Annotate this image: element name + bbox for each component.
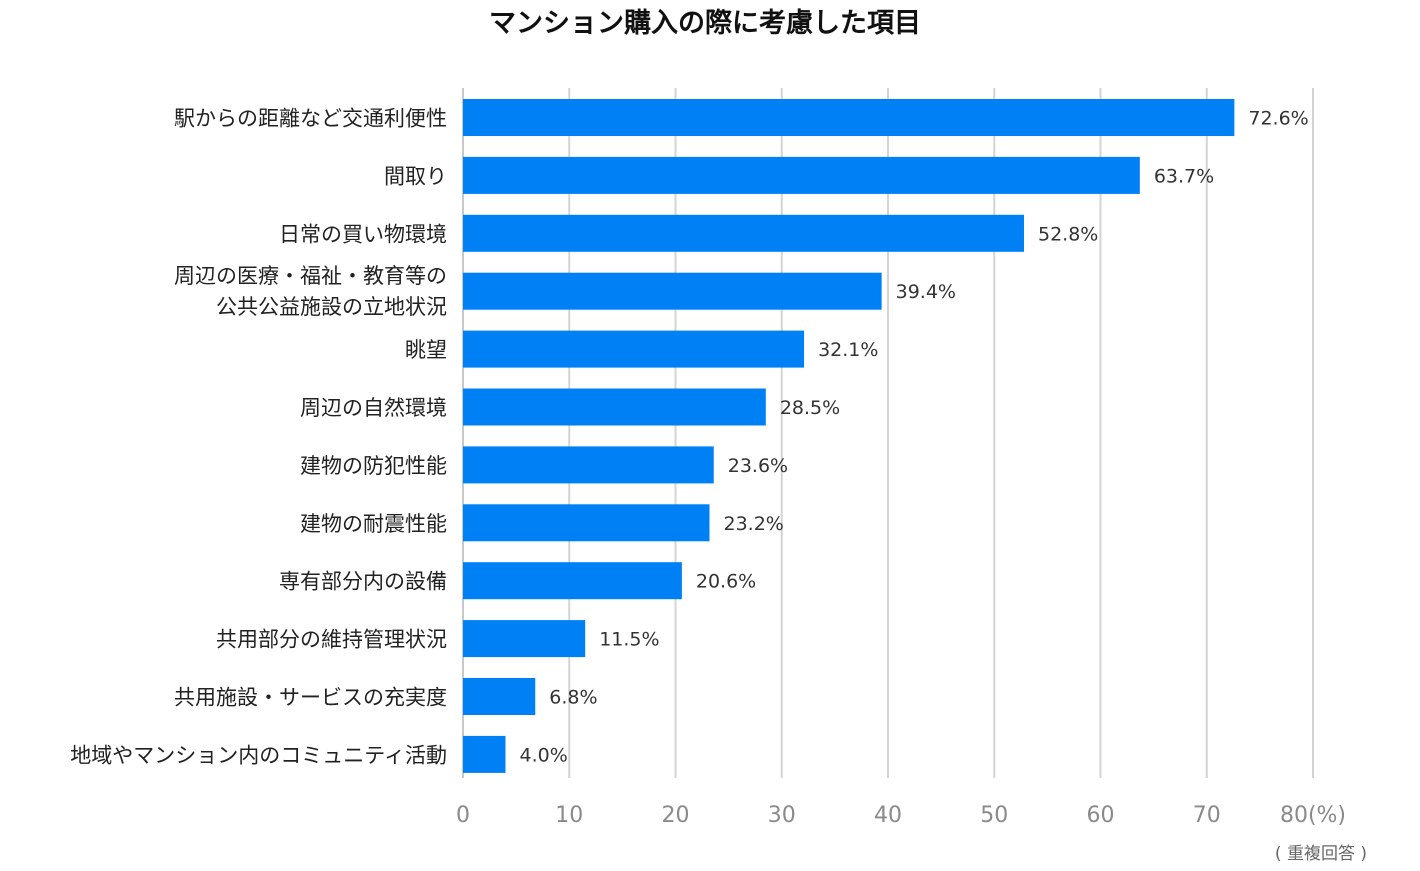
bar xyxy=(463,214,1024,252)
bar xyxy=(463,272,882,310)
category-labels: 駅からの距離など交通利便性間取り日常の買い物環境周辺の医療・福祉・教育等の公共公… xyxy=(70,107,447,768)
data-label: 52.8% xyxy=(1038,223,1098,245)
x-tick-label: 40 xyxy=(874,803,902,828)
x-tick-label: 80(%) xyxy=(1280,803,1346,828)
multiple-answers-note: ( 重複回答 ) xyxy=(1275,844,1367,864)
data-label: 6.8% xyxy=(549,687,597,709)
bar xyxy=(463,735,506,773)
category-label: 日常の買い物環境 xyxy=(279,222,447,246)
x-tick-labels: 0 10 20 30 40 50 60 70 80(%) xyxy=(456,803,1346,828)
data-label: 39.4% xyxy=(896,281,956,303)
category-label: 地域やマンション内のコミュニティ活動 xyxy=(70,743,447,767)
x-tick-label: 10 xyxy=(555,803,583,828)
data-label: 4.0% xyxy=(520,744,568,766)
bar xyxy=(463,156,1140,194)
bars xyxy=(463,99,1235,773)
data-label: 11.5% xyxy=(599,629,659,651)
category-label: 共用施設・サービスの充実度 xyxy=(174,686,447,710)
category-label: 周辺の自然環境 xyxy=(300,396,447,420)
bar xyxy=(463,388,766,426)
bar xyxy=(463,504,710,542)
data-label: 63.7% xyxy=(1154,165,1214,187)
x-tick-label: 0 xyxy=(456,803,470,828)
bar xyxy=(463,99,1235,136)
data-label: 23.6% xyxy=(728,455,788,477)
value-labels: 72.6% 63.7% 52.8% 39.4% 32.1% 28.5% 23.6% 23.2%… xyxy=(520,108,1309,767)
data-label: 23.2% xyxy=(724,513,784,535)
x-tick-label: 50 xyxy=(980,803,1008,828)
category-label: 間取り xyxy=(384,164,447,188)
bar xyxy=(463,562,682,600)
category-label: 共用部分の維持管理状況 xyxy=(216,628,447,652)
data-label: 32.1% xyxy=(818,339,878,361)
bar xyxy=(463,330,805,368)
category-label: 周辺の医療・福祉・教育等の xyxy=(174,264,447,288)
category-label: 建物の耐震性能 xyxy=(300,512,447,536)
x-tick-label: 20 xyxy=(662,803,690,828)
bar xyxy=(463,620,586,658)
x-tick-label: 30 xyxy=(768,803,796,828)
data-label: 72.6% xyxy=(1248,108,1308,130)
x-tick-label: 70 xyxy=(1193,803,1221,828)
bar xyxy=(463,678,536,715)
category-label: 専有部分内の設備 xyxy=(279,570,447,594)
chart-title: マンション購入の際に考慮した項目 xyxy=(489,8,921,39)
data-label: 28.5% xyxy=(780,397,840,419)
category-label: 駅からの距離など交通利便性 xyxy=(174,107,447,131)
bar xyxy=(463,446,714,484)
category-label: 建物の防犯性能 xyxy=(300,454,447,478)
gridlines xyxy=(462,88,1314,778)
category-label: 眺望 xyxy=(405,338,447,362)
category-label: 公共公益施設の立地状況 xyxy=(216,295,447,319)
data-label: 20.6% xyxy=(696,571,756,593)
x-tick-label: 60 xyxy=(1087,803,1115,828)
